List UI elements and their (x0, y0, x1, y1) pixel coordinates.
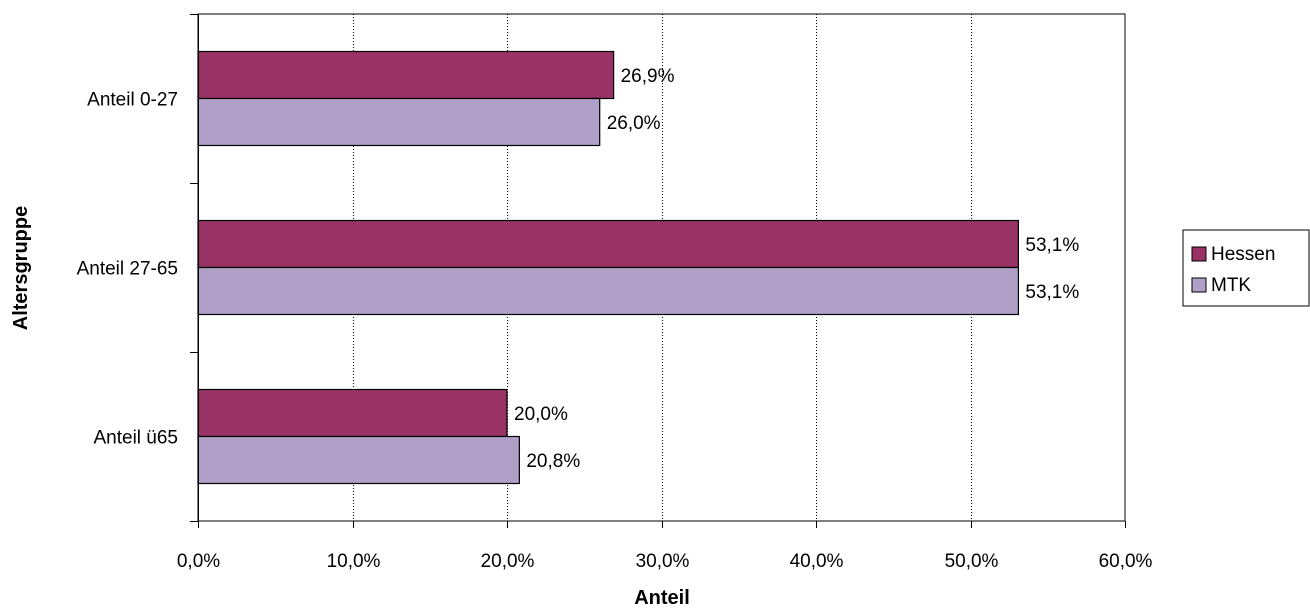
x-tick-label: 30,0% (636, 551, 690, 572)
x-tick-label: 60,0% (1099, 551, 1153, 572)
legend-box (1182, 229, 1310, 307)
legend-swatch (1191, 277, 1207, 293)
legend-label: MTK (1211, 275, 1251, 296)
category-label: Anteil 0-27 (87, 90, 178, 111)
data-label: 26,9% (621, 66, 675, 87)
bar (197, 50, 615, 100)
x-tick-label: 10,0% (327, 551, 381, 572)
bar (197, 388, 508, 438)
y-axis-title: Altersgruppe (10, 206, 32, 330)
labels: 0,0% 10,0% 20,0% 30,0% 40,0% 50,0% 60,0% 26,9% 2… (77, 66, 1153, 572)
legend-swatch (1191, 246, 1207, 262)
legend-label: Hessen (1211, 244, 1275, 265)
x-tick-label: 0,0% (177, 551, 220, 572)
axes (190, 14, 1126, 528)
legend: Hessen MTK (1182, 229, 1310, 307)
data-label: 53,1% (1025, 282, 1079, 303)
bars (197, 50, 1019, 485)
bar (197, 219, 1019, 269)
bar (197, 97, 601, 147)
x-tick-label: 50,0% (945, 551, 999, 572)
data-label: 20,0% (514, 404, 568, 425)
x-axis-title: Anteil (634, 587, 690, 609)
bar (197, 266, 1019, 316)
data-label: 20,8% (526, 451, 580, 472)
bar (197, 435, 520, 485)
data-label: 53,1% (1025, 235, 1079, 256)
category-label: Anteil 27-65 (77, 259, 178, 280)
data-label: 26,0% (607, 113, 661, 134)
category-label: Anteil ü65 (93, 428, 178, 449)
x-tick-label: 20,0% (481, 551, 535, 572)
x-tick-label: 40,0% (790, 551, 844, 572)
